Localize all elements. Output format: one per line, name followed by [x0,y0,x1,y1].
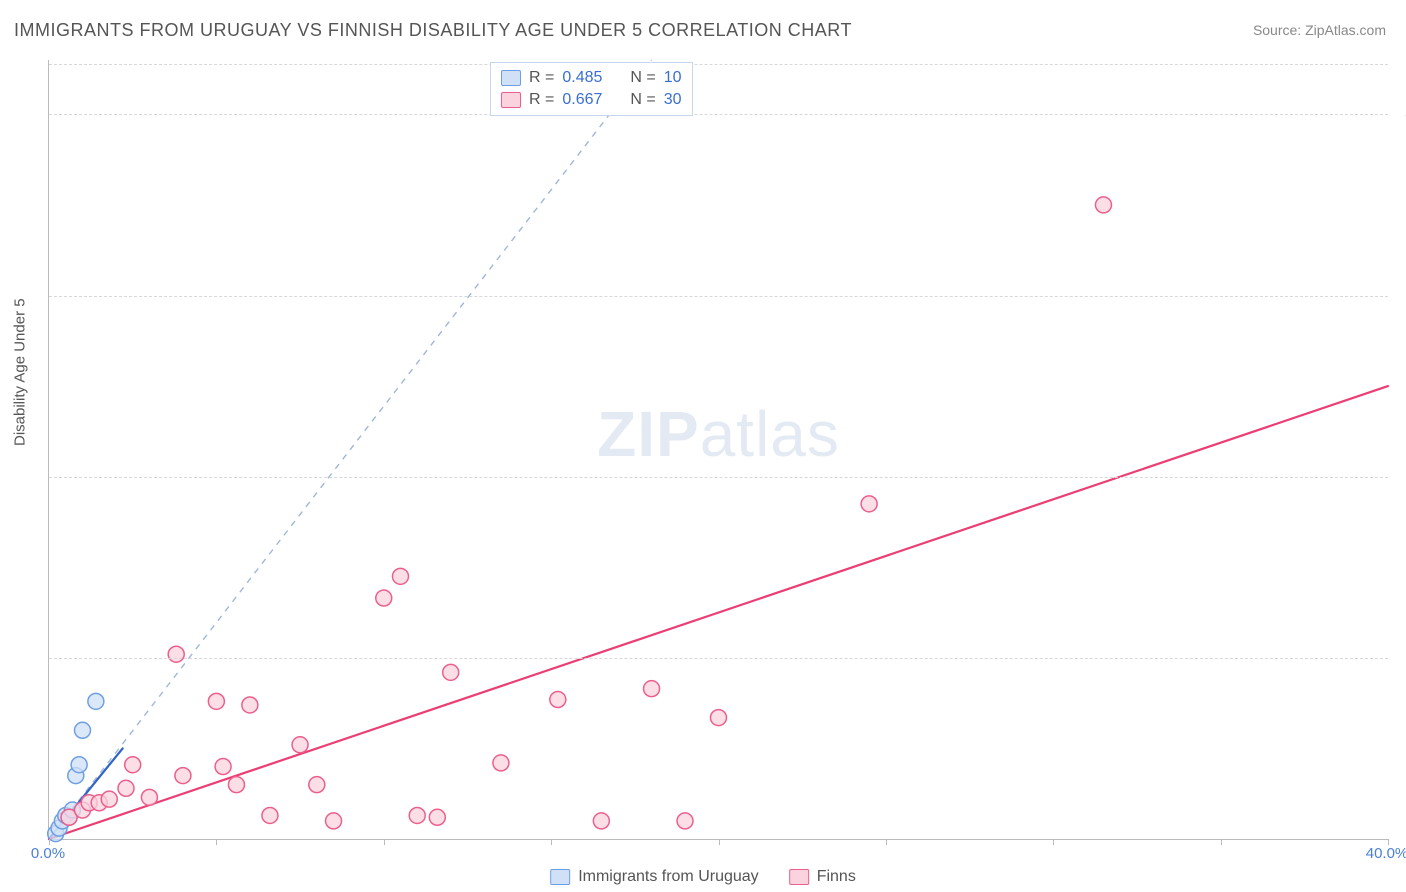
data-point-finns [443,664,459,680]
data-point-uruguay [88,693,104,709]
grid-line [49,296,1388,297]
data-point-finns [861,496,877,512]
data-point-finns [550,692,566,708]
x-tick [551,839,552,845]
legend-swatch [789,869,809,885]
legend-n-label: N = [630,69,655,87]
source-attribution: Source: ZipAtlas.com [1253,22,1386,38]
series-legend-label: Finns [817,868,856,886]
legend-swatch [501,92,521,108]
diagonal-reference-line [49,60,652,839]
x-tick [1221,839,1222,845]
legend-swatch [501,70,521,86]
grid-line [49,658,1388,659]
data-point-finns [208,693,224,709]
data-point-finns [493,755,509,771]
data-point-finns [429,809,445,825]
data-point-finns [593,813,609,829]
grid-line [49,114,1388,115]
x-tick [384,839,385,845]
data-point-finns [118,780,134,796]
data-point-finns [392,568,408,584]
data-point-finns [309,777,325,793]
x-tick [1053,839,1054,845]
data-point-finns [168,646,184,662]
correlation-legend: R = 0.485 N = 10 R = 0.667 N = 30 [490,62,693,116]
data-point-finns [644,681,660,697]
plot-area: ZIPatlas 10.0%20.0%30.0%40.0% [48,60,1388,840]
data-point-finns [292,737,308,753]
grid-line [49,477,1388,478]
data-point-uruguay [71,757,87,773]
data-point-finns [711,710,727,726]
legend-r-value: 0.485 [562,69,602,87]
data-point-finns [101,791,117,807]
series-legend: Immigrants from Uruguay Finns [550,868,856,886]
data-point-finns [175,768,191,784]
data-point-finns [1095,197,1111,213]
data-point-finns [262,807,278,823]
x-tick [719,839,720,845]
series-legend-item: Finns [789,868,856,886]
x-tick [216,839,217,845]
legend-r-label: R = [529,69,554,87]
x-tick [886,839,887,845]
data-point-finns [242,697,258,713]
series-legend-item: Immigrants from Uruguay [550,868,759,886]
plot-svg [49,60,1388,839]
correlation-legend-row: R = 0.667 N = 30 [501,89,682,111]
x-tick-label: 0.0% [31,845,65,862]
data-point-finns [215,759,231,775]
data-point-finns [326,813,342,829]
legend-r-value: 0.667 [562,91,602,109]
trend-line-finns [49,386,1388,839]
source-label: Source: [1253,22,1305,38]
legend-n-value: 30 [664,91,682,109]
data-point-uruguay [74,722,90,738]
legend-n-label: N = [630,91,655,109]
legend-r-label: R = [529,91,554,109]
legend-n-value: 10 [664,69,682,87]
y-axis-title: Disability Age Under 5 [12,298,29,446]
x-tick-label: 40.0% [1366,845,1406,862]
data-point-finns [409,807,425,823]
series-legend-label: Immigrants from Uruguay [578,868,759,886]
grid-line [49,64,1388,65]
data-point-finns [228,777,244,793]
chart-container: { "title": "IMMIGRANTS FROM URUGUAY VS F… [0,0,1406,892]
data-point-finns [141,789,157,805]
correlation-legend-row: R = 0.485 N = 10 [501,67,682,89]
legend-swatch [550,869,570,885]
data-point-finns [376,590,392,606]
source-name: ZipAtlas.com [1305,22,1386,38]
chart-title: IMMIGRANTS FROM URUGUAY VS FINNISH DISAB… [14,20,852,41]
data-point-finns [677,813,693,829]
data-point-finns [125,757,141,773]
